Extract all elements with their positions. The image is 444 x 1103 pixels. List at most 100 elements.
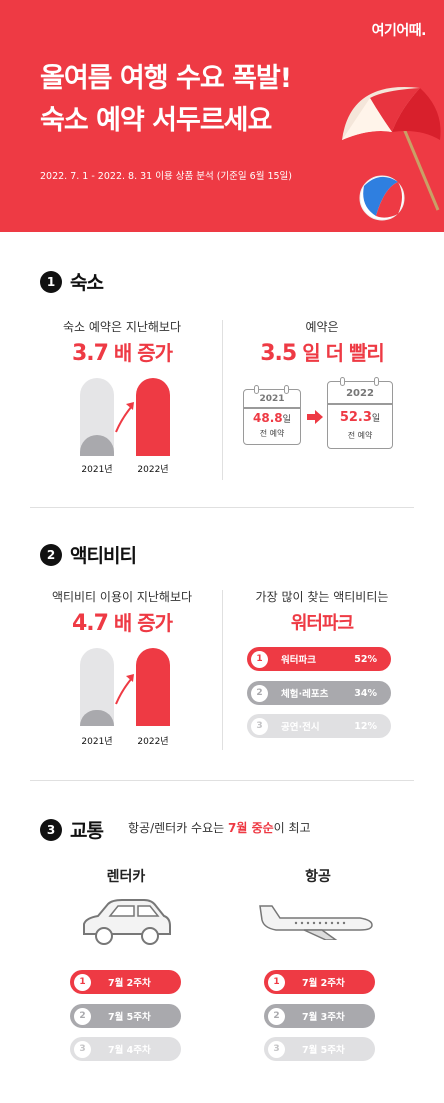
section-divider: [30, 507, 414, 508]
bar-2021: [80, 378, 114, 456]
calendar-ring: [340, 377, 345, 386]
activity-rank-3: 3 공연·전시 12%: [247, 714, 391, 738]
rank-value: 34%: [354, 688, 377, 699]
rank-number: 3: [251, 718, 268, 735]
calendar-unit: 일: [283, 415, 291, 425]
activity-caption: 액티비티 이용이 지난해보다: [22, 588, 222, 605]
page-title-line1: 올여름 여행 수요 폭발!: [40, 62, 291, 96]
booking-lead-stat: 3.5 일 더 빨리: [222, 337, 422, 366]
year-label-2021: 2021년: [72, 462, 122, 475]
calendar-ring: [254, 385, 259, 394]
calendar-divider: [244, 407, 300, 409]
airplane-icon: [256, 896, 376, 940]
year-label-2021: 2021년: [72, 734, 122, 747]
rentcar-rank-3: 3 7월 4주차: [70, 1037, 181, 1061]
page-title-line2: 숙소 예약 서두르세요: [40, 104, 271, 138]
calendar-year: 2021: [244, 394, 300, 404]
section-accommodation-header: 1 숙소: [40, 268, 103, 295]
calendar-year: 2022: [328, 388, 392, 399]
rank-number: 1: [268, 974, 285, 991]
rank-number: 3: [74, 1041, 91, 1058]
accommodation-stat: 3.7 배 증가: [22, 337, 222, 366]
caption-text: 이 최고: [274, 821, 311, 835]
stat-suffix: 배 증가: [114, 341, 172, 365]
bar-2022: [136, 378, 170, 456]
arrow-right-icon: [307, 410, 323, 424]
caption-highlight: 7월 중순: [228, 821, 274, 835]
rank-label: 7월 3주차: [302, 1009, 345, 1023]
increase-arrow-icon: [114, 400, 136, 434]
caption-text: 항공/렌터카 수요는: [128, 821, 228, 835]
flight-rank-2: 2 7월 3주차: [264, 1004, 375, 1028]
rank-number: 1: [251, 651, 268, 668]
rank-number: 2: [268, 1008, 285, 1025]
bar-2022: [136, 648, 170, 726]
accommodation-caption: 숙소 예약은 지난해보다: [22, 318, 222, 335]
calendar-divider: [328, 403, 392, 405]
section-title: 액티비티: [70, 541, 136, 568]
year-label-2022: 2022년: [128, 734, 178, 747]
brand-logo[interactable]: 여기어때.: [372, 20, 426, 40]
rank-label: 7월 5주차: [108, 1009, 151, 1023]
accommodation-bar-chart: [80, 378, 180, 456]
transport-caption: 항공/렌터카 수요는 7월 중순이 최고: [128, 819, 311, 836]
flight-rank-3: 3 7월 5주차: [264, 1037, 375, 1061]
airplane-windows: [295, 922, 345, 924]
rank-number: 1: [74, 974, 91, 991]
rank-label: 7월 2주차: [302, 975, 345, 989]
section-divider: [30, 780, 414, 781]
stat-suffix: 배 증가: [114, 611, 172, 635]
rank-label: 7월 4주차: [108, 1042, 151, 1056]
section-transport-header: 3 교통: [40, 816, 103, 843]
car-icon: [78, 896, 174, 952]
booking-lead-caption: 예약은: [222, 318, 422, 335]
rank-label: 7월 2주차: [108, 975, 151, 989]
flight-rank-1: 1 7월 2주차: [264, 970, 375, 994]
stat-number: 3.7: [72, 341, 108, 366]
flight-title: 항공: [238, 866, 398, 886]
rank-label: 워터파크: [281, 652, 316, 666]
section-title: 교통: [70, 816, 103, 843]
bar-2021-fill: [80, 710, 114, 726]
stat-number: 4.7: [72, 611, 108, 636]
increase-arrow-icon: [114, 672, 136, 706]
rank-value: 12%: [354, 721, 377, 732]
activity-stat: 4.7 배 증가: [22, 607, 222, 636]
calendar-2021: 2021 48.8일 전 예약: [243, 389, 301, 445]
page-subtitle: 2022. 7. 1 - 2022. 8. 31 이용 상품 분석 (기준일 6…: [40, 168, 292, 182]
rank-number: 2: [251, 685, 268, 702]
calendar-desc: 전 예약: [328, 430, 392, 441]
calendar-ring: [284, 385, 289, 394]
activity-bar-chart: [80, 648, 180, 726]
section-title: 숙소: [70, 268, 103, 295]
calendar-desc: 전 예약: [244, 428, 300, 439]
section-number-badge: 2: [40, 544, 62, 566]
year-label-2022: 2022년: [128, 462, 178, 475]
top-activity-highlight: 워터파크: [222, 609, 422, 635]
calendar-days: 52.3: [340, 410, 372, 425]
rank-label: 체험·레포츠: [281, 686, 328, 700]
rank-value: 52%: [354, 654, 377, 665]
activity-rank-1: 1 워터파크 52%: [247, 647, 391, 671]
bar-2021: [80, 648, 114, 726]
stat-number: 3.5: [260, 341, 296, 366]
parasol-beachball-illustration: [340, 70, 444, 230]
rentcar-rank-1: 1 7월 2주차: [70, 970, 181, 994]
calendar-days: 48.8: [253, 411, 283, 425]
bar-2021-fill: [80, 435, 114, 456]
section-activity-header: 2 액티비티: [40, 541, 136, 568]
rank-number: 3: [268, 1041, 285, 1058]
rentcar-rank-2: 2 7월 5주차: [70, 1004, 181, 1028]
stat-suffix: 일 더 빨리: [302, 341, 384, 365]
rank-label: 7월 5주차: [302, 1042, 345, 1056]
calendar-value: 52.3일: [328, 410, 392, 425]
rank-label: 공연·전시: [281, 719, 320, 733]
calendar-unit: 일: [372, 414, 380, 424]
activity-rank-2: 2 체험·레포츠 34%: [247, 681, 391, 705]
calendar-value: 48.8일: [244, 411, 300, 425]
beach-ball-icon: [360, 176, 404, 220]
header-banner: 여기어때. 올여름 여행 수요 폭발! 숙소 예약 서두르세요 2022. 7.…: [0, 0, 444, 232]
section-number-badge: 1: [40, 271, 62, 293]
top-activity-caption: 가장 많이 찾는 액티비티는: [222, 588, 422, 605]
rank-number: 2: [74, 1008, 91, 1025]
